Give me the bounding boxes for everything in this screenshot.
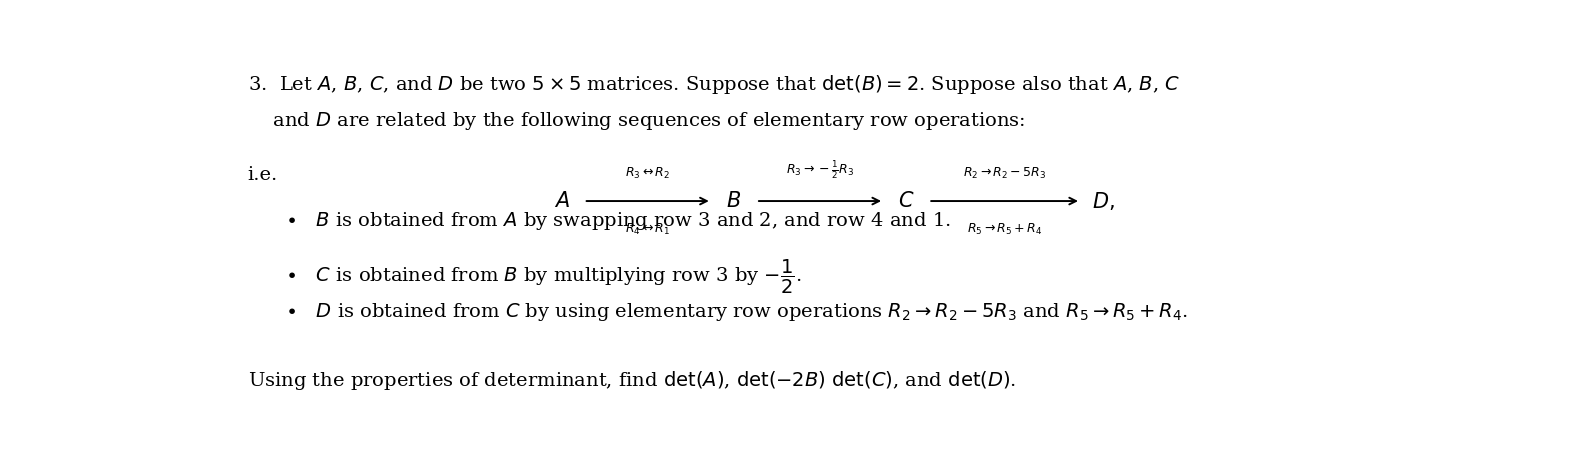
Text: $D,$: $D,$ (1091, 190, 1115, 212)
Text: $\bullet$   $B$ is obtained from $A$ by swapping row 3 and 2, and row 4 and 1.: $\bullet$ $B$ is obtained from $A$ by sw… (284, 210, 951, 232)
Text: 3.  Let $A$, $B$, $C$, and $D$ be two $5 \times 5$ matrices. Suppose that $\det(: 3. Let $A$, $B$, $C$, and $D$ be two $5 … (248, 73, 1180, 96)
Text: Using the properties of determinant, find $\det(A)$, $\det(-2B)$ $\det(C)$, and : Using the properties of determinant, fin… (248, 369, 1016, 392)
Text: $R_2 \rightarrow R_2 - 5R_3$: $R_2 \rightarrow R_2 - 5R_3$ (962, 166, 1046, 181)
Text: $B$: $B$ (726, 191, 742, 211)
Text: $\bullet$   $D$ is obtained from $C$ by using elementary row operations $R_2 \ri: $\bullet$ $D$ is obtained from $C$ by us… (284, 301, 1188, 323)
Text: and $D$ are related by the following sequences of elementary row operations:: and $D$ are related by the following seq… (248, 110, 1026, 132)
Text: $R_3 \leftrightarrow R_2$: $R_3 \leftrightarrow R_2$ (626, 166, 670, 181)
Text: $A$: $A$ (554, 191, 570, 211)
Text: $\bullet$   $C$ is obtained from $B$ by multiplying row 3 by $-\dfrac{1}{2}$.: $\bullet$ $C$ is obtained from $B$ by mu… (284, 258, 800, 296)
Text: $C$: $C$ (897, 191, 915, 211)
Text: i.e.: i.e. (248, 166, 278, 184)
Text: $R_5 \rightarrow R_5 + R_4$: $R_5 \rightarrow R_5 + R_4$ (967, 222, 1042, 237)
Text: $R_4 \leftrightarrow R_1$: $R_4 \leftrightarrow R_1$ (626, 222, 670, 237)
Text: $R_3 \rightarrow -\frac{1}{2}R_3$: $R_3 \rightarrow -\frac{1}{2}R_3$ (786, 159, 854, 181)
